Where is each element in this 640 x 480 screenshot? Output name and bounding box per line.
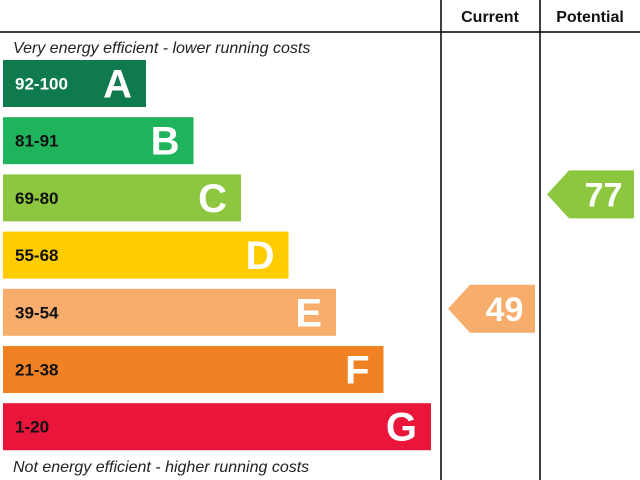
band-a-bar bbox=[3, 60, 146, 107]
band-d-letter: D bbox=[246, 234, 275, 278]
top-efficiency-note: Very energy efficient - lower running co… bbox=[13, 40, 310, 57]
band-e-letter: E bbox=[295, 291, 322, 335]
band-e-bar bbox=[3, 288, 336, 336]
potential-rating-arrow bbox=[547, 170, 634, 219]
band-b-range-label: 81-91 bbox=[15, 132, 58, 151]
rating-bands: 92-100 A 81-91 B 69-80 C 55-68 D 39-54 E 21-38 F 1-2… bbox=[3, 60, 431, 451]
band-g-bar bbox=[3, 403, 431, 451]
band-f-letter: F bbox=[345, 349, 369, 393]
band-c-bar bbox=[3, 174, 241, 222]
current-column-header: Current bbox=[461, 9, 519, 26]
band-g-letter: G bbox=[386, 406, 417, 450]
current-rating-arrow bbox=[448, 284, 535, 333]
band-d-bar bbox=[3, 231, 289, 279]
band-e-range-label: 39-54 bbox=[15, 303, 59, 322]
band-f-bar bbox=[3, 346, 384, 393]
band-c-letter: C bbox=[198, 177, 227, 221]
band-d-range-label: 55-68 bbox=[15, 246, 58, 265]
current-rating-value: 49 bbox=[486, 291, 524, 329]
band-g-range-label: 1-20 bbox=[15, 418, 49, 437]
bottom-efficiency-note: Not energy efficient - higher running co… bbox=[13, 459, 309, 476]
band-c-range-label: 69-80 bbox=[15, 189, 58, 208]
band-b-bar bbox=[3, 117, 194, 165]
rating-markers: 49 77 bbox=[448, 170, 634, 333]
band-f-range-label: 21-38 bbox=[15, 361, 58, 380]
potential-column-header: Potential bbox=[556, 9, 624, 26]
band-a-letter: A bbox=[103, 63, 132, 107]
band-b-letter: B bbox=[151, 120, 180, 164]
band-a-range-label: 92-100 bbox=[15, 75, 68, 94]
potential-rating-value: 77 bbox=[585, 176, 623, 214]
